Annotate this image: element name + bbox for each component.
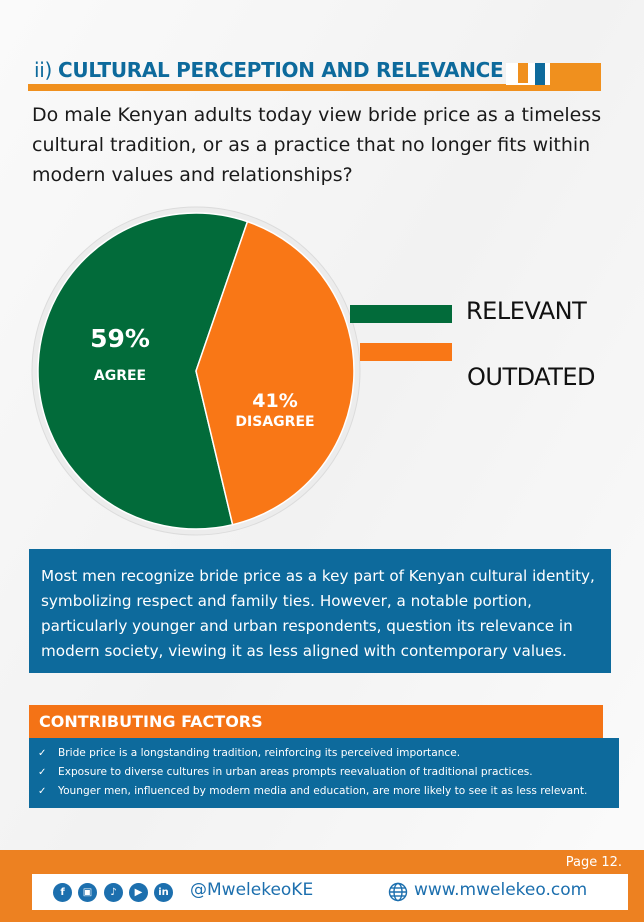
globe-icon: [388, 882, 408, 902]
pie-slice-agree: [37, 212, 249, 530]
factor-item: ✓ Exposure to diverse cultures in urban a…: [38, 763, 619, 782]
check-circle-icon: ✓: [38, 786, 47, 797]
legend-label-relevant: RELEVANT: [466, 297, 587, 325]
factor-text: Younger men, influenced by modern media …: [58, 785, 588, 797]
factor-text: Bride price is a longstanding tradition,…: [58, 747, 461, 759]
header-underline: [28, 84, 601, 91]
instagram-icon[interactable]: ▣: [78, 883, 97, 902]
survey-question: Do male Kenyan adults today view bride p…: [32, 104, 602, 186]
legend-swatch-outdated: [360, 343, 452, 361]
summary-box: Most men recognize bride price as a key …: [29, 549, 611, 673]
factor-item: ✓ Bride price is a longstanding tradition…: [38, 744, 619, 763]
agree-percent-label: 59%: [90, 324, 150, 353]
website-link[interactable]: www.mwelekeo.com: [414, 880, 588, 900]
check-circle-icon: ✓: [38, 748, 47, 759]
section-title: ii) CULTURAL PERCEPTION AND RELEVANCE: [34, 58, 504, 82]
linkedin-icon[interactable]: in: [154, 883, 173, 902]
footer: Page 12. f ▣ ♪ ▶ in @MwelekeoKE www.mwel…: [0, 850, 644, 922]
agree-label: AGREE: [93, 368, 147, 384]
disagree-label: DISAGREE: [235, 414, 315, 430]
tiktok-icon[interactable]: ♪: [104, 883, 123, 902]
header-accent-bar-blue: [535, 63, 545, 85]
youtube-icon[interactable]: ▶: [129, 883, 148, 902]
factor-item: ✓ Younger men, influenced by modern media…: [38, 782, 619, 801]
facebook-icon[interactable]: f: [53, 883, 72, 902]
section-number: ii): [34, 58, 53, 82]
header-accent-bar-orange: [518, 63, 528, 83]
page-number: Page 12.: [565, 855, 622, 870]
disagree-percent-label: 41%: [252, 390, 298, 412]
legend-label-outdated: OUTDATED: [467, 363, 596, 391]
contributing-factors-list: ✓ Bride price is a longstanding tradition…: [29, 738, 619, 808]
social-handle[interactable]: @MwelekeoKE: [190, 880, 314, 900]
pie-slice-disagree: [195, 220, 355, 526]
factor-text: Exposure to diverse cultures in urban ar…: [58, 766, 533, 778]
pie-chart: [31, 206, 361, 536]
legend-swatch-relevant: [350, 305, 452, 323]
section-title-text: CULTURAL PERCEPTION AND RELEVANCE: [58, 58, 504, 82]
contributing-factors-title: CONTRIBUTING FACTORS: [29, 705, 603, 738]
check-circle-icon: ✓: [38, 767, 47, 778]
footer-contact-bar: f ▣ ♪ ▶ in @MwelekeoKE www.mwelekeo.com: [32, 874, 628, 910]
